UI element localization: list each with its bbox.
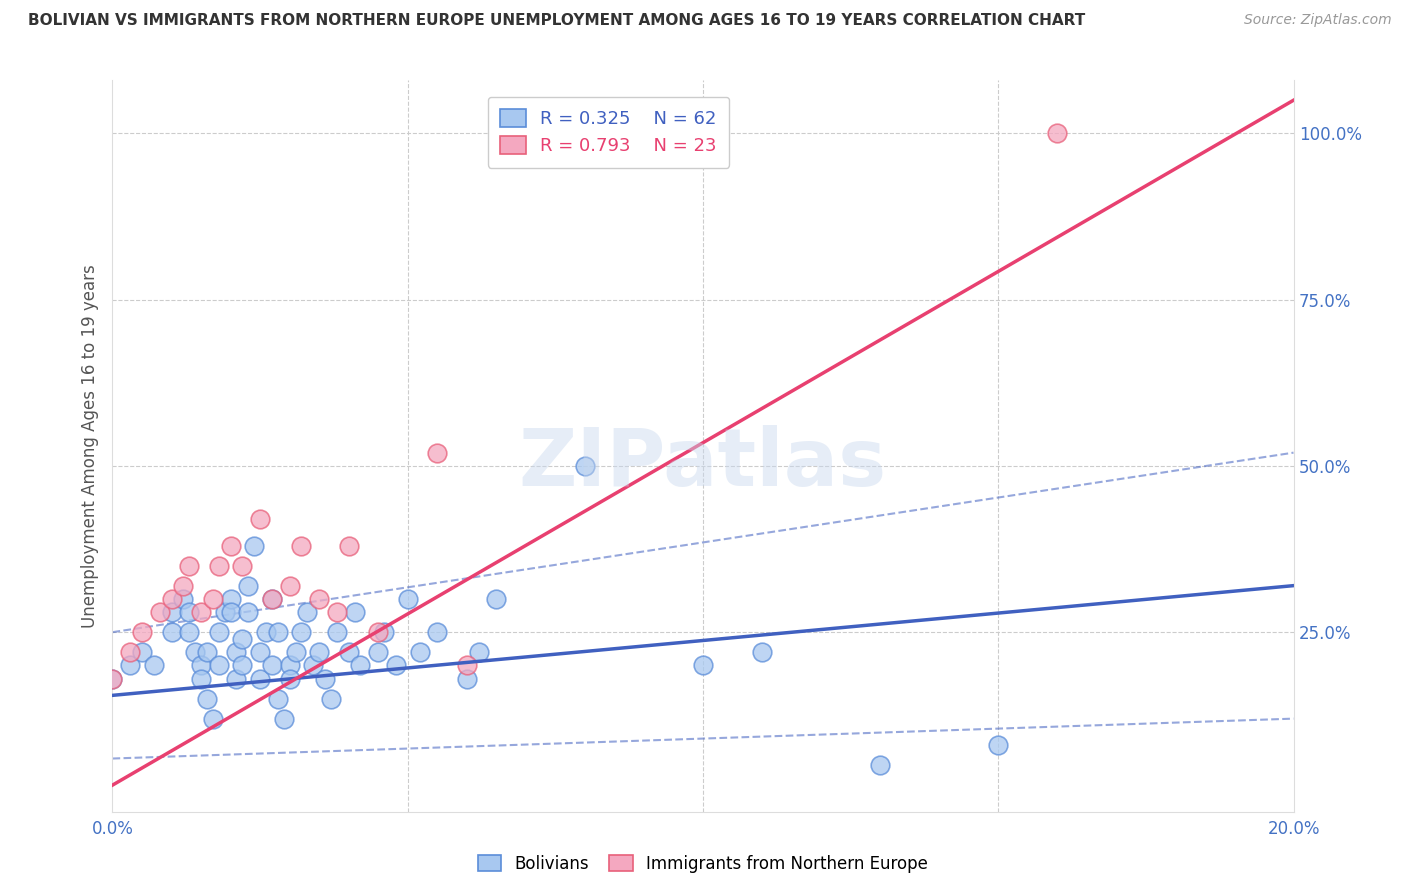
Point	[225, 645, 247, 659]
Point	[284, 645, 307, 659]
Point	[467, 645, 489, 659]
Point	[385, 658, 408, 673]
Point	[308, 645, 330, 659]
Point	[160, 605, 183, 619]
Point	[751, 645, 773, 659]
Point	[485, 591, 508, 606]
Point	[396, 591, 419, 606]
Point	[456, 658, 478, 673]
Point	[160, 591, 183, 606]
Point	[267, 691, 290, 706]
Point	[260, 658, 283, 673]
Point	[408, 645, 430, 659]
Point	[249, 512, 271, 526]
Point	[219, 539, 242, 553]
Point	[574, 458, 596, 473]
Point	[225, 672, 247, 686]
Point	[260, 591, 283, 606]
Point	[249, 645, 271, 659]
Point	[201, 591, 224, 606]
Point	[337, 539, 360, 553]
Point	[373, 625, 395, 640]
Point	[343, 605, 366, 619]
Point	[101, 672, 124, 686]
Point	[278, 658, 301, 673]
Point	[426, 625, 449, 640]
Point	[290, 625, 312, 640]
Point	[1046, 127, 1069, 141]
Point	[190, 672, 212, 686]
Point	[101, 672, 124, 686]
Point	[131, 625, 153, 640]
Point	[131, 645, 153, 659]
Point	[869, 758, 891, 772]
Point	[179, 558, 201, 573]
Point	[987, 738, 1010, 752]
Point	[195, 645, 218, 659]
Point	[160, 625, 183, 640]
Point	[120, 645, 142, 659]
Point	[231, 658, 253, 673]
Point	[120, 658, 142, 673]
Point	[238, 579, 260, 593]
Point	[254, 625, 277, 640]
Point	[219, 591, 242, 606]
Point	[367, 625, 389, 640]
Point	[172, 579, 194, 593]
Point	[367, 645, 389, 659]
Legend: R = 0.325    N = 62, R = 0.793    N = 23: R = 0.325 N = 62, R = 0.793 N = 23	[488, 96, 730, 168]
Point	[278, 672, 301, 686]
Y-axis label: Unemployment Among Ages 16 to 19 years: Unemployment Among Ages 16 to 19 years	[80, 264, 98, 628]
Point	[692, 658, 714, 673]
Point	[142, 658, 165, 673]
Point	[278, 579, 301, 593]
Point	[273, 712, 295, 726]
Point	[201, 712, 224, 726]
Point	[219, 605, 242, 619]
Point	[456, 672, 478, 686]
Point	[179, 625, 201, 640]
Point	[238, 605, 260, 619]
Point	[308, 591, 330, 606]
Point	[249, 672, 271, 686]
Point	[260, 591, 283, 606]
Point	[349, 658, 371, 673]
Point	[267, 625, 290, 640]
Point	[208, 625, 231, 640]
Point	[326, 625, 349, 640]
Point	[179, 605, 201, 619]
Point	[337, 645, 360, 659]
Point	[231, 632, 253, 646]
Point	[172, 591, 194, 606]
Point	[297, 605, 319, 619]
Point	[319, 691, 342, 706]
Point	[314, 672, 336, 686]
Point	[208, 558, 231, 573]
Point	[231, 558, 253, 573]
Point	[195, 691, 218, 706]
Point	[190, 658, 212, 673]
Point	[302, 658, 325, 673]
Legend: Bolivians, Immigrants from Northern Europe: Bolivians, Immigrants from Northern Euro…	[471, 848, 935, 880]
Point	[214, 605, 236, 619]
Point	[149, 605, 172, 619]
Point	[243, 539, 266, 553]
Text: ZIPatlas: ZIPatlas	[519, 425, 887, 503]
Point	[208, 658, 231, 673]
Point	[184, 645, 207, 659]
Point	[190, 605, 212, 619]
Point	[326, 605, 349, 619]
Text: BOLIVIAN VS IMMIGRANTS FROM NORTHERN EUROPE UNEMPLOYMENT AMONG AGES 16 TO 19 YEA: BOLIVIAN VS IMMIGRANTS FROM NORTHERN EUR…	[28, 13, 1085, 29]
Point	[290, 539, 312, 553]
Point	[426, 445, 449, 459]
Text: Source: ZipAtlas.com: Source: ZipAtlas.com	[1244, 13, 1392, 28]
